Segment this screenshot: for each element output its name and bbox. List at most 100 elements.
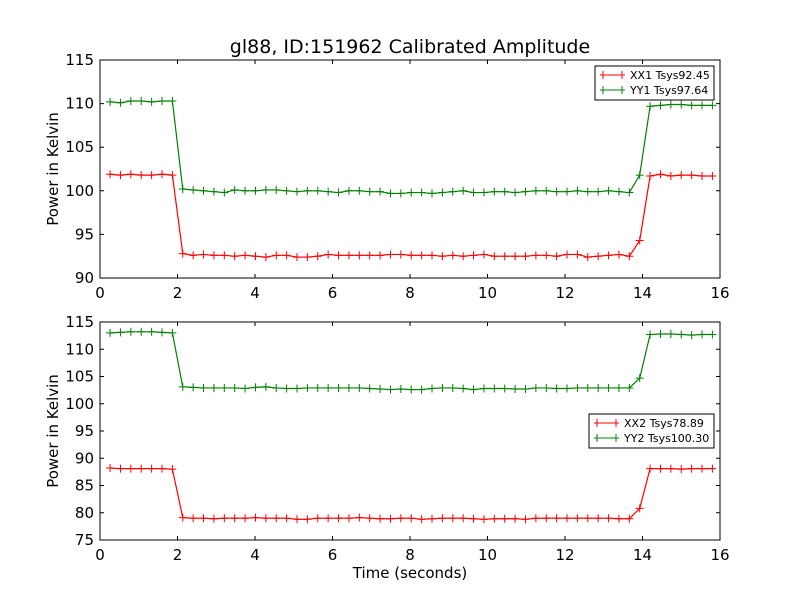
data-point xyxy=(344,251,353,260)
data-point xyxy=(199,514,208,523)
y-tick-label: 100 xyxy=(65,395,94,413)
data-point xyxy=(604,383,613,392)
data-point xyxy=(282,384,291,393)
data-point xyxy=(563,384,572,393)
data-point xyxy=(448,514,457,523)
data-point xyxy=(261,253,270,262)
data-point xyxy=(199,250,208,259)
x-tick-label: 10 xyxy=(478,546,497,564)
data-point xyxy=(116,171,125,180)
data-point xyxy=(230,383,239,392)
data-point xyxy=(625,188,634,197)
data-point xyxy=(334,514,343,523)
legend-label: YY2 Tsys100.30 xyxy=(623,432,709,445)
data-point xyxy=(230,185,239,194)
data-point xyxy=(313,252,322,261)
data-point xyxy=(209,251,218,260)
data-point xyxy=(417,188,426,197)
data-point xyxy=(126,170,135,179)
data-point xyxy=(552,514,561,523)
data-point xyxy=(158,96,166,105)
data-point xyxy=(241,514,250,523)
data-point xyxy=(313,383,322,392)
data-point xyxy=(168,96,177,105)
data-point xyxy=(698,171,707,180)
data-point xyxy=(604,251,613,260)
data-point xyxy=(614,514,623,523)
data-point xyxy=(147,464,156,473)
data-point xyxy=(563,187,572,196)
data-point xyxy=(687,331,696,340)
y-tick-label: 110 xyxy=(65,95,94,113)
data-point xyxy=(220,251,229,260)
data-point xyxy=(614,250,623,259)
x-tick-label: 16 xyxy=(710,546,729,564)
data-point xyxy=(656,329,665,338)
data-point xyxy=(479,384,488,393)
data-point xyxy=(656,170,665,179)
data-point xyxy=(428,384,437,393)
data-point xyxy=(396,385,405,394)
data-point xyxy=(677,171,686,180)
data-point xyxy=(417,515,426,524)
data-point xyxy=(708,101,717,110)
data-point xyxy=(189,383,198,392)
data-point xyxy=(147,97,156,106)
data-point xyxy=(552,187,561,196)
data-point xyxy=(542,514,551,523)
data-point xyxy=(106,328,115,337)
data-point xyxy=(407,514,416,523)
data-point xyxy=(573,383,582,392)
data-point xyxy=(479,188,488,197)
data-point xyxy=(521,252,530,261)
data-point xyxy=(698,101,707,110)
data-point xyxy=(646,330,655,339)
data-point xyxy=(490,252,499,261)
data-point xyxy=(178,382,187,391)
data-point xyxy=(386,250,395,259)
data-point xyxy=(303,515,312,524)
data-point xyxy=(386,385,395,394)
data-point xyxy=(625,383,634,392)
data-point xyxy=(344,383,353,392)
data-point xyxy=(521,385,530,394)
data-point xyxy=(687,101,696,110)
data-point xyxy=(293,384,302,393)
data-point xyxy=(511,514,520,523)
data-point xyxy=(438,188,447,197)
data-point xyxy=(563,250,572,259)
data-point xyxy=(573,186,582,195)
top-plot: 0 2 4 6 8 10 12 14 16 90 95 100 105 110 115 XX1 Tsys92.… xyxy=(65,51,729,302)
data-point xyxy=(282,186,291,195)
data-point xyxy=(241,186,250,195)
data-point xyxy=(687,464,696,473)
data-point xyxy=(448,383,457,392)
data-point xyxy=(708,464,717,473)
x-tick-label: 10 xyxy=(478,284,497,302)
y-tick-label: 100 xyxy=(65,182,94,200)
y-tick-label: 95 xyxy=(75,225,94,243)
y-tick-label: 115 xyxy=(65,51,94,69)
data-point xyxy=(479,515,488,524)
data-point xyxy=(500,514,509,523)
data-point xyxy=(459,186,468,195)
data-point xyxy=(583,514,592,523)
data-point xyxy=(479,250,488,259)
data-point xyxy=(116,464,125,473)
x-tick-label: 8 xyxy=(405,546,415,564)
data-point xyxy=(344,514,353,523)
data-point xyxy=(272,383,281,392)
data-point xyxy=(324,514,333,523)
data-point xyxy=(293,515,302,524)
legend-label: YY1 Tsys97.64 xyxy=(629,84,708,97)
data-point xyxy=(303,186,312,195)
data-point xyxy=(147,171,156,180)
data-point xyxy=(500,252,509,261)
data-point xyxy=(220,514,229,523)
data-point xyxy=(116,328,125,337)
data-point xyxy=(189,185,198,194)
data-point xyxy=(687,171,696,180)
data-point xyxy=(677,330,686,339)
data-point xyxy=(168,328,177,337)
data-point xyxy=(407,385,416,394)
